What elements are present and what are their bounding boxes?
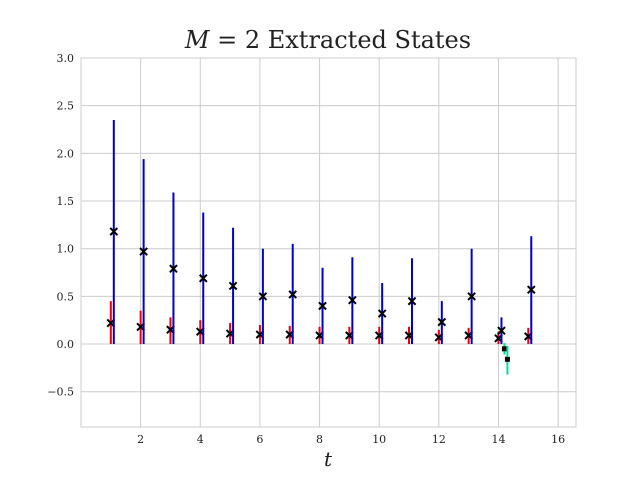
- y-tick-label: 1.0: [57, 243, 75, 256]
- data-point: [526, 285, 536, 295]
- data-point: [437, 317, 447, 327]
- data-point: [318, 301, 327, 311]
- data-point: [198, 273, 208, 283]
- x-tick-label: 6: [256, 433, 263, 446]
- x-tick-label: 8: [316, 433, 323, 446]
- data-point: [377, 309, 387, 318]
- x-axis-label: t: [324, 447, 333, 471]
- x-tick-label: 14: [491, 433, 505, 446]
- y-tick-label: 0.5: [57, 290, 75, 303]
- data-point: [169, 264, 178, 274]
- y-tick-label: 2.5: [57, 100, 75, 113]
- y-tick-label: −0.5: [47, 386, 74, 399]
- plot-background: [81, 58, 576, 427]
- data-point: [501, 346, 507, 352]
- series-3: [501, 343, 510, 375]
- series-layer: [106, 119, 536, 375]
- x-tick-label: 12: [432, 433, 446, 446]
- chart-title: M = 2 Extracted States: [184, 26, 471, 54]
- x-tick-label: 2: [137, 433, 144, 446]
- series-2: [109, 119, 536, 345]
- y-tick-label: 3.0: [57, 52, 75, 65]
- y-tick-label: 0.0: [57, 338, 75, 351]
- data-point: [258, 292, 268, 301]
- x-tick-label: 10: [372, 433, 386, 446]
- plot-frame: [80, 57, 577, 428]
- tick-labels: 2 4 6 8 10 12 14 16 −0.5 0.0 0.5 1.0 1.5 2.0 2.5 3.0: [47, 52, 565, 446]
- data-point: [109, 227, 119, 236]
- y-tick-label: 1.5: [57, 195, 75, 208]
- y-tick-label: 2.0: [57, 147, 75, 160]
- x-tick-label: 4: [197, 433, 204, 446]
- data-point: [139, 247, 148, 256]
- data-point: [504, 356, 510, 362]
- data-point: [467, 292, 476, 301]
- data-point: [407, 296, 417, 306]
- data-point: [288, 290, 298, 299]
- grid: [81, 57, 576, 427]
- x-tick-label: 16: [551, 433, 565, 446]
- data-point: [348, 295, 357, 305]
- data-point: [228, 281, 238, 291]
- data-point: [497, 326, 506, 336]
